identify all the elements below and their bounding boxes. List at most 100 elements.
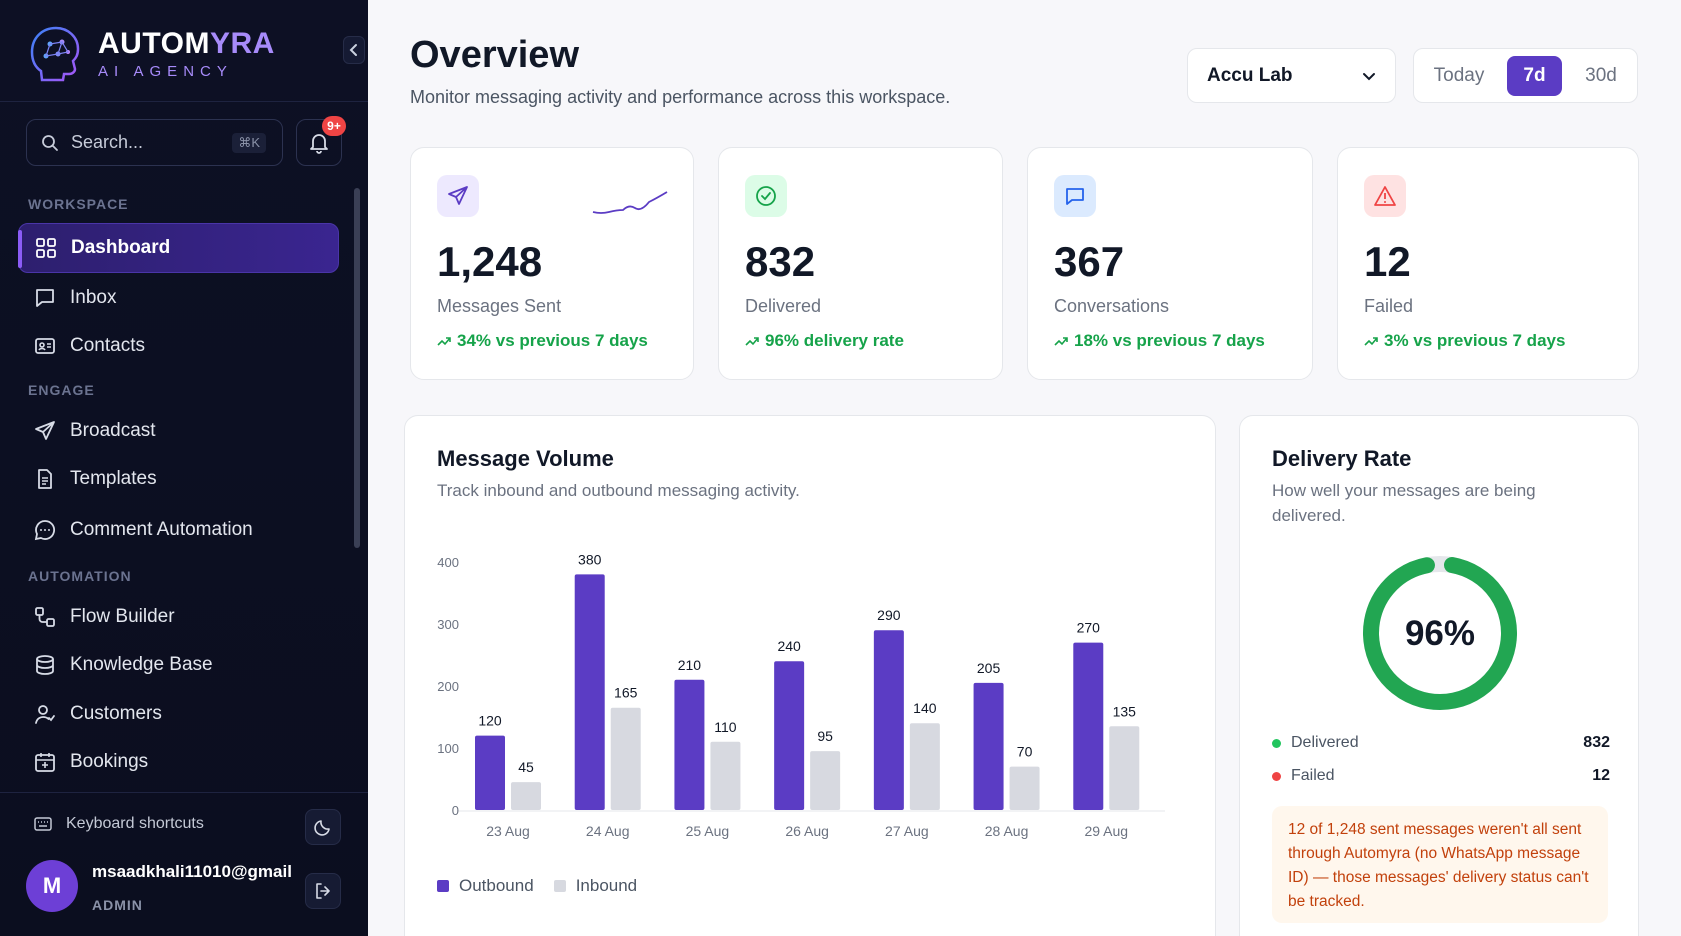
sidebar-item-flow-builder[interactable]: Flow Builder — [18, 592, 339, 642]
search-input[interactable]: Search... ⌘K — [26, 119, 283, 166]
sidebar: AUTOMYRA AI AGENCY Search... ⌘K 9+ WORKS… — [0, 0, 368, 936]
calendar-icon — [35, 753, 55, 772]
stat-value: 12 — [1364, 238, 1411, 285]
ai-head-logo-icon — [30, 26, 80, 82]
stat-label: Failed — [1364, 296, 1414, 316]
bar-inbound — [710, 741, 741, 810]
brand-tagline: AI AGENCY — [98, 63, 233, 80]
bar-outbound — [873, 630, 904, 810]
x-tick-label: 24 Aug — [586, 823, 630, 839]
data-label: 135 — [1113, 703, 1137, 719]
chevron-down-icon — [1363, 73, 1375, 81]
bar-outbound — [475, 735, 505, 810]
panel-subtitle: How well your messages are being deliver… — [1272, 481, 1536, 525]
user-role: ADMIN — [92, 897, 143, 913]
avatar[interactable]: M — [26, 860, 78, 912]
sidebar-item-comment-automation[interactable]: Comment Automation — [18, 505, 339, 555]
delivery-row-label: Delivered — [1291, 734, 1359, 751]
workspace-select[interactable]: Accu Lab — [1187, 48, 1396, 103]
bell-icon — [310, 133, 328, 154]
y-tick-label: 300 — [437, 617, 459, 632]
panel-title: Message Volume — [437, 446, 614, 471]
legend-label-inbound: Inbound — [575, 876, 638, 895]
range-option-7d[interactable]: 7d — [1507, 56, 1562, 96]
status-dot — [1272, 771, 1281, 781]
message-volume-panel: Message Volume Track inbound and outboun… — [404, 415, 1216, 936]
logout-button[interactable] — [305, 873, 341, 909]
sidebar-item-customers[interactable]: Customers — [18, 689, 339, 739]
keyboard-shortcuts-link[interactable]: Keyboard shortcuts — [34, 815, 204, 833]
section-label-automation: AUTOMATION — [28, 568, 132, 584]
chevron-left-icon — [349, 44, 357, 56]
check-circle-icon — [745, 175, 787, 217]
legend-swatch-outbound — [437, 880, 449, 892]
workspace-select-value: Accu Lab — [1207, 64, 1293, 86]
notifications-button[interactable] — [296, 119, 342, 166]
sidebar-item-label: Templates — [70, 468, 157, 489]
y-tick-label: 100 — [437, 741, 459, 756]
data-label: 95 — [817, 728, 833, 744]
data-label: 240 — [777, 638, 801, 654]
stat-label: Messages Sent — [437, 296, 562, 316]
comment-dots-icon — [34, 520, 56, 541]
id-card-icon — [35, 338, 55, 354]
sidebar-item-dashboard[interactable]: Dashboard — [18, 223, 339, 273]
range-option-today[interactable]: Today — [1433, 65, 1485, 86]
stat-value: 367 — [1054, 238, 1125, 285]
stat-trend: 34% vs previous 7 days — [437, 331, 648, 351]
date-range-toggle: Today 7d 30d — [1413, 48, 1638, 103]
delivery-row-value: 12 — [1592, 767, 1610, 784]
sidebar-item-label: Customers — [70, 703, 162, 724]
chat-icon — [1054, 175, 1096, 217]
sidebar-item-bookings[interactable]: Bookings — [18, 737, 339, 787]
grid-icon — [36, 238, 56, 258]
user-email: msaadkhali11010@gmail... — [92, 862, 292, 881]
stat-card-failed: 12 Failed 3% vs previous 7 days — [1337, 147, 1639, 380]
trend-up-icon — [1054, 337, 1068, 346]
trend-up-icon — [437, 337, 451, 346]
user-icon — [35, 705, 55, 724]
delivery-row-value: 832 — [1583, 734, 1610, 751]
trend-up-icon — [745, 337, 759, 346]
data-label: 45 — [518, 759, 534, 775]
data-label: 120 — [478, 713, 502, 729]
x-tick-label: 25 Aug — [686, 823, 730, 839]
y-tick-label: 400 — [437, 555, 459, 570]
stat-trend: 3% vs previous 7 days — [1364, 331, 1565, 351]
bar-outbound — [574, 574, 605, 810]
keyboard-icon — [34, 817, 52, 831]
x-tick-label: 23 Aug — [486, 823, 530, 839]
section-label-engage: ENGAGE — [28, 382, 95, 398]
stat-label: Conversations — [1054, 296, 1170, 316]
bar-inbound — [511, 782, 541, 810]
stat-value: 1,248 — [437, 238, 543, 285]
sidebar-item-templates[interactable]: Templates — [18, 454, 339, 504]
stat-value: 832 — [745, 238, 816, 285]
stat-card-messages-sent: 1,248 Messages Sent 34% vs previous 7 da… — [410, 147, 694, 380]
theme-toggle-button[interactable] — [305, 809, 341, 845]
collapse-sidebar-button[interactable] — [343, 36, 365, 64]
stat-label: Delivered — [745, 296, 822, 316]
search-icon — [42, 134, 58, 151]
sidebar-scrollbar[interactable] — [354, 188, 360, 548]
search-shortcut-hint: ⌘K — [232, 133, 266, 153]
y-tick-label: 0 — [452, 803, 459, 818]
sidebar-item-label: Knowledge Base — [70, 654, 213, 675]
sidebar-item-contacts[interactable]: Contacts — [18, 321, 339, 371]
sparkline-chart — [592, 191, 668, 214]
keyboard-shortcuts-label: Keyboard shortcuts — [66, 815, 204, 832]
legend-label-outbound: Outbound — [459, 876, 534, 895]
page-subtitle: Monitor messaging activity and performan… — [410, 87, 951, 107]
sidebar-item-knowledge-base[interactable]: Knowledge Base — [18, 640, 339, 690]
sidebar-divider — [0, 101, 368, 102]
panel-subtitle: Track inbound and outbound messaging act… — [437, 481, 800, 500]
range-option-30d[interactable]: 30d — [1585, 65, 1617, 86]
legend-swatch-inbound — [553, 880, 566, 892]
sidebar-divider — [0, 792, 368, 793]
sidebar-item-inbox[interactable]: Inbox — [18, 273, 339, 323]
brand-logo[interactable]: AUTOMYRA AI AGENCY — [28, 22, 275, 86]
sidebar-item-label: Contacts — [70, 335, 145, 356]
sidebar-item-label: Flow Builder — [70, 606, 175, 627]
sidebar-item-broadcast[interactable]: Broadcast — [18, 406, 339, 456]
bar-inbound — [1109, 726, 1140, 810]
